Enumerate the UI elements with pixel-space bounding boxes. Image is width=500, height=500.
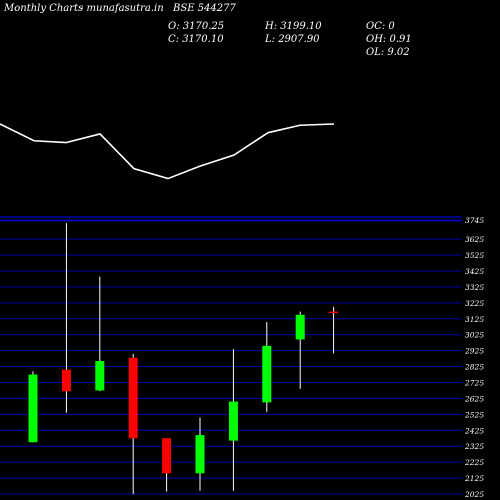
candle-body xyxy=(228,401,238,441)
y-tick-label: 3625 xyxy=(465,235,484,244)
gridlines xyxy=(0,216,462,495)
candle xyxy=(128,353,138,494)
y-tick-label: 2325 xyxy=(464,442,484,451)
high-value: H: 3199.10 xyxy=(265,21,322,32)
candle-body xyxy=(162,438,172,474)
candle xyxy=(95,276,105,392)
candle xyxy=(295,311,305,389)
candle xyxy=(162,438,172,492)
candle xyxy=(228,349,238,491)
source-label: - munafasutra.in xyxy=(80,3,164,14)
chart-title: Monthly Charts xyxy=(4,3,84,14)
y-tick-label: 2625 xyxy=(464,394,484,403)
candle-body xyxy=(95,360,105,391)
y-tick-label: 3525 xyxy=(465,251,484,260)
overlay-line-layer xyxy=(0,123,335,180)
candle-body xyxy=(128,357,138,439)
candle-body xyxy=(262,345,272,403)
oh-value: OH: 0.91 xyxy=(366,34,412,45)
candle xyxy=(61,223,71,413)
candle-body xyxy=(28,374,38,443)
open-value: O: 3170.25 xyxy=(168,21,225,32)
overlay-line xyxy=(0,123,335,180)
ol-value: OL: 9.02 xyxy=(366,47,410,58)
candle-body xyxy=(295,314,305,340)
y-tick-label: 2025 xyxy=(464,490,484,499)
y-tick-label: 3025 xyxy=(465,331,484,340)
y-tick-label: 3225 xyxy=(465,299,484,308)
y-tick-label: 3745 xyxy=(465,216,484,225)
y-tick-label: 2825 xyxy=(464,363,484,372)
y-tick-label: 3325 xyxy=(465,283,484,292)
y-axis-ticks: 3745 3625 3525 3425 3325 3225 3125 3025 2925 2825… xyxy=(464,216,484,499)
candle xyxy=(28,371,38,443)
candle xyxy=(195,417,205,491)
y-tick-label: 2425 xyxy=(464,426,484,435)
y-tick-label: 2525 xyxy=(464,410,484,419)
low-value: L: 2907.90 xyxy=(265,34,320,45)
y-tick-label: 2225 xyxy=(464,458,484,467)
candle xyxy=(262,321,272,412)
candle-body xyxy=(61,369,71,392)
candle-body xyxy=(329,311,339,314)
candle-body xyxy=(195,435,205,474)
y-tick-label: 2125 xyxy=(464,474,484,483)
y-tick-label: 3125 xyxy=(465,315,484,324)
symbol-label: BSE 544277 xyxy=(173,3,236,14)
candles-layer xyxy=(28,223,339,494)
y-tick-label: 2725 xyxy=(464,378,484,387)
candle xyxy=(329,306,339,354)
close-value: C: 3170.10 xyxy=(168,34,224,45)
oc-value: OC: 0 xyxy=(366,21,395,32)
y-tick-label: 3425 xyxy=(465,267,484,276)
y-tick-label: 2925 xyxy=(464,347,484,356)
